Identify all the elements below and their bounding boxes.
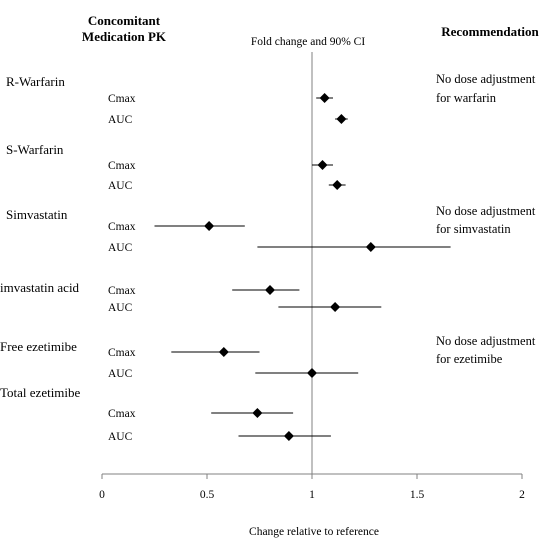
pk-label: Cmax (108, 285, 136, 297)
point-estimate (204, 221, 215, 231)
recommendation-line2: for ezetimibe (436, 352, 503, 366)
recommendations: No dose adjustment for warfarin No dose ad… (436, 72, 536, 366)
point-estimate (330, 302, 341, 312)
x-tick-label: 2 (519, 489, 525, 501)
recommendation-line2: for simvastatin (436, 222, 511, 236)
row-labels: R-Warfarin Cmax AUC S-Warfarin Cmax AUC Simvas… (0, 74, 136, 443)
x-tick-label: 1.5 (410, 489, 425, 501)
medication-label: imvastatin acid (0, 280, 80, 295)
column-headers: Concomitant Medication PK Fold change an… (82, 13, 540, 48)
chart-marks (154, 93, 451, 441)
medication-label: S-Warfarin (6, 142, 64, 157)
point-estimate (265, 285, 275, 295)
x-tick-label: 0.5 (200, 489, 215, 501)
pk-label: Cmax (108, 221, 136, 233)
medication-label: Simvastatin (6, 207, 68, 222)
point-estimate (336, 114, 347, 124)
x-axis-label: Change relative to reference (249, 526, 379, 538)
medication-label: Total ezetimibe (0, 385, 81, 400)
chart-title: Fold change and 90% CI (251, 36, 366, 48)
x-axis-ticks: 0 0.5 1 1.5 2 (99, 474, 525, 501)
pk-label: Cmax (108, 347, 136, 359)
medication-label: R-Warfarin (6, 74, 65, 89)
x-tick-label: 1 (309, 489, 315, 501)
recommendation-line1: No dose adjustment (436, 72, 536, 86)
pk-label: AUC (108, 368, 133, 380)
pk-label: AUC (108, 302, 133, 314)
point-estimate (319, 93, 330, 103)
right-header: Recommendation (441, 24, 539, 39)
point-estimate (252, 408, 263, 418)
pk-label: AUC (108, 180, 133, 192)
pk-label: AUC (108, 242, 133, 254)
point-estimate (365, 242, 376, 252)
pk-label: Cmax (108, 160, 136, 172)
pk-label: AUC (108, 114, 133, 126)
point-estimate (317, 160, 328, 170)
recommendation-line1: No dose adjustment (436, 334, 536, 348)
medication-label: Free ezetimibe (0, 339, 77, 354)
pk-label: AUC (108, 431, 133, 443)
left-header-line2: Medication PK (82, 29, 167, 44)
left-header-line1: Concomitant (88, 13, 161, 28)
recommendation-line1: No dose adjustment (436, 204, 536, 218)
point-estimate (283, 431, 294, 441)
point-estimate (332, 180, 343, 190)
point-estimate (307, 368, 317, 378)
recommendation-line2: for warfarin (436, 91, 497, 105)
pk-label: Cmax (108, 93, 136, 105)
point-estimate (218, 347, 229, 357)
x-tick-label: 0 (99, 489, 105, 501)
pk-label: Cmax (108, 408, 136, 420)
